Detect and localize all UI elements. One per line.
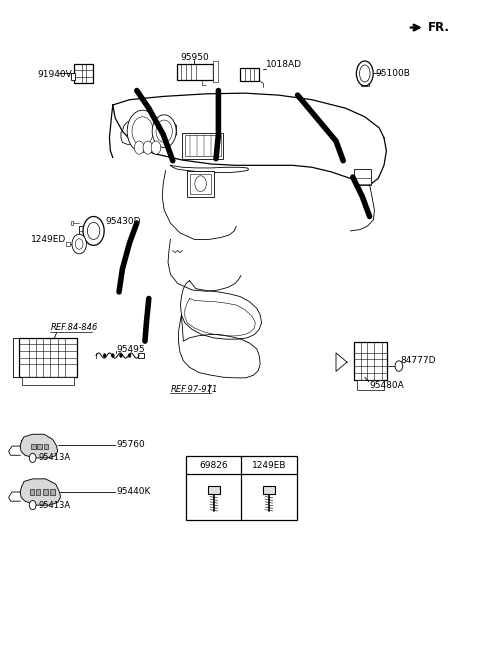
Circle shape	[395, 361, 403, 371]
Bar	[208, 486, 219, 494]
Bar	[354, 169, 371, 185]
Text: 95760: 95760	[117, 440, 145, 449]
Circle shape	[152, 115, 176, 148]
Bar	[44, 444, 48, 449]
Circle shape	[83, 216, 104, 245]
Bar	[30, 489, 34, 495]
Circle shape	[127, 110, 158, 152]
Bar	[186, 456, 297, 520]
Bar	[185, 135, 221, 156]
Bar	[74, 64, 93, 83]
Circle shape	[87, 222, 100, 239]
Text: REF.84-846: REF.84-846	[50, 323, 98, 333]
Circle shape	[151, 141, 161, 154]
Circle shape	[132, 117, 153, 146]
Bar	[177, 64, 213, 80]
Text: 91940V: 91940V	[37, 70, 72, 79]
Bar	[213, 61, 218, 82]
Text: 95413A: 95413A	[38, 453, 71, 462]
Bar	[50, 489, 55, 495]
Bar	[79, 226, 86, 236]
Bar	[361, 79, 369, 86]
Bar	[37, 444, 42, 449]
Bar	[357, 380, 384, 390]
Circle shape	[195, 176, 206, 192]
Text: 95413A: 95413A	[38, 501, 71, 510]
Bar	[36, 489, 40, 495]
Ellipse shape	[360, 65, 370, 82]
Bar	[182, 133, 223, 159]
Bar	[43, 489, 48, 495]
Text: 69826: 69826	[200, 461, 228, 470]
Bar	[138, 353, 144, 358]
Ellipse shape	[356, 61, 373, 86]
Circle shape	[143, 141, 153, 154]
Bar	[66, 242, 70, 246]
Circle shape	[134, 141, 144, 154]
Text: 1249ED: 1249ED	[31, 235, 66, 244]
Text: 84777D: 84777D	[401, 356, 436, 365]
Bar	[71, 221, 73, 225]
Bar	[31, 444, 36, 449]
Circle shape	[128, 354, 131, 358]
Text: REF.97-971: REF.97-971	[170, 384, 218, 394]
Circle shape	[72, 234, 86, 254]
Circle shape	[75, 239, 83, 249]
Circle shape	[111, 354, 114, 358]
Bar	[354, 342, 387, 380]
Circle shape	[120, 354, 122, 358]
Circle shape	[29, 453, 36, 462]
Bar	[187, 171, 214, 197]
Text: 95430D: 95430D	[106, 216, 141, 226]
Polygon shape	[20, 434, 58, 458]
Bar	[263, 486, 275, 494]
Text: 95440K: 95440K	[117, 487, 151, 497]
Bar	[22, 377, 74, 385]
Text: 95950: 95950	[180, 53, 209, 62]
Text: 95495: 95495	[116, 345, 145, 354]
Bar	[190, 174, 211, 194]
Polygon shape	[20, 479, 60, 505]
Circle shape	[156, 120, 172, 142]
Text: 95100B: 95100B	[375, 69, 410, 78]
Text: 1018AD: 1018AD	[266, 60, 302, 70]
Text: 1249EB: 1249EB	[252, 461, 286, 470]
Bar	[71, 73, 75, 80]
Bar	[240, 68, 259, 81]
Bar	[19, 338, 77, 377]
Circle shape	[103, 354, 106, 358]
Circle shape	[29, 501, 36, 510]
Text: FR.: FR.	[428, 21, 450, 34]
Text: 95480A: 95480A	[370, 380, 404, 390]
